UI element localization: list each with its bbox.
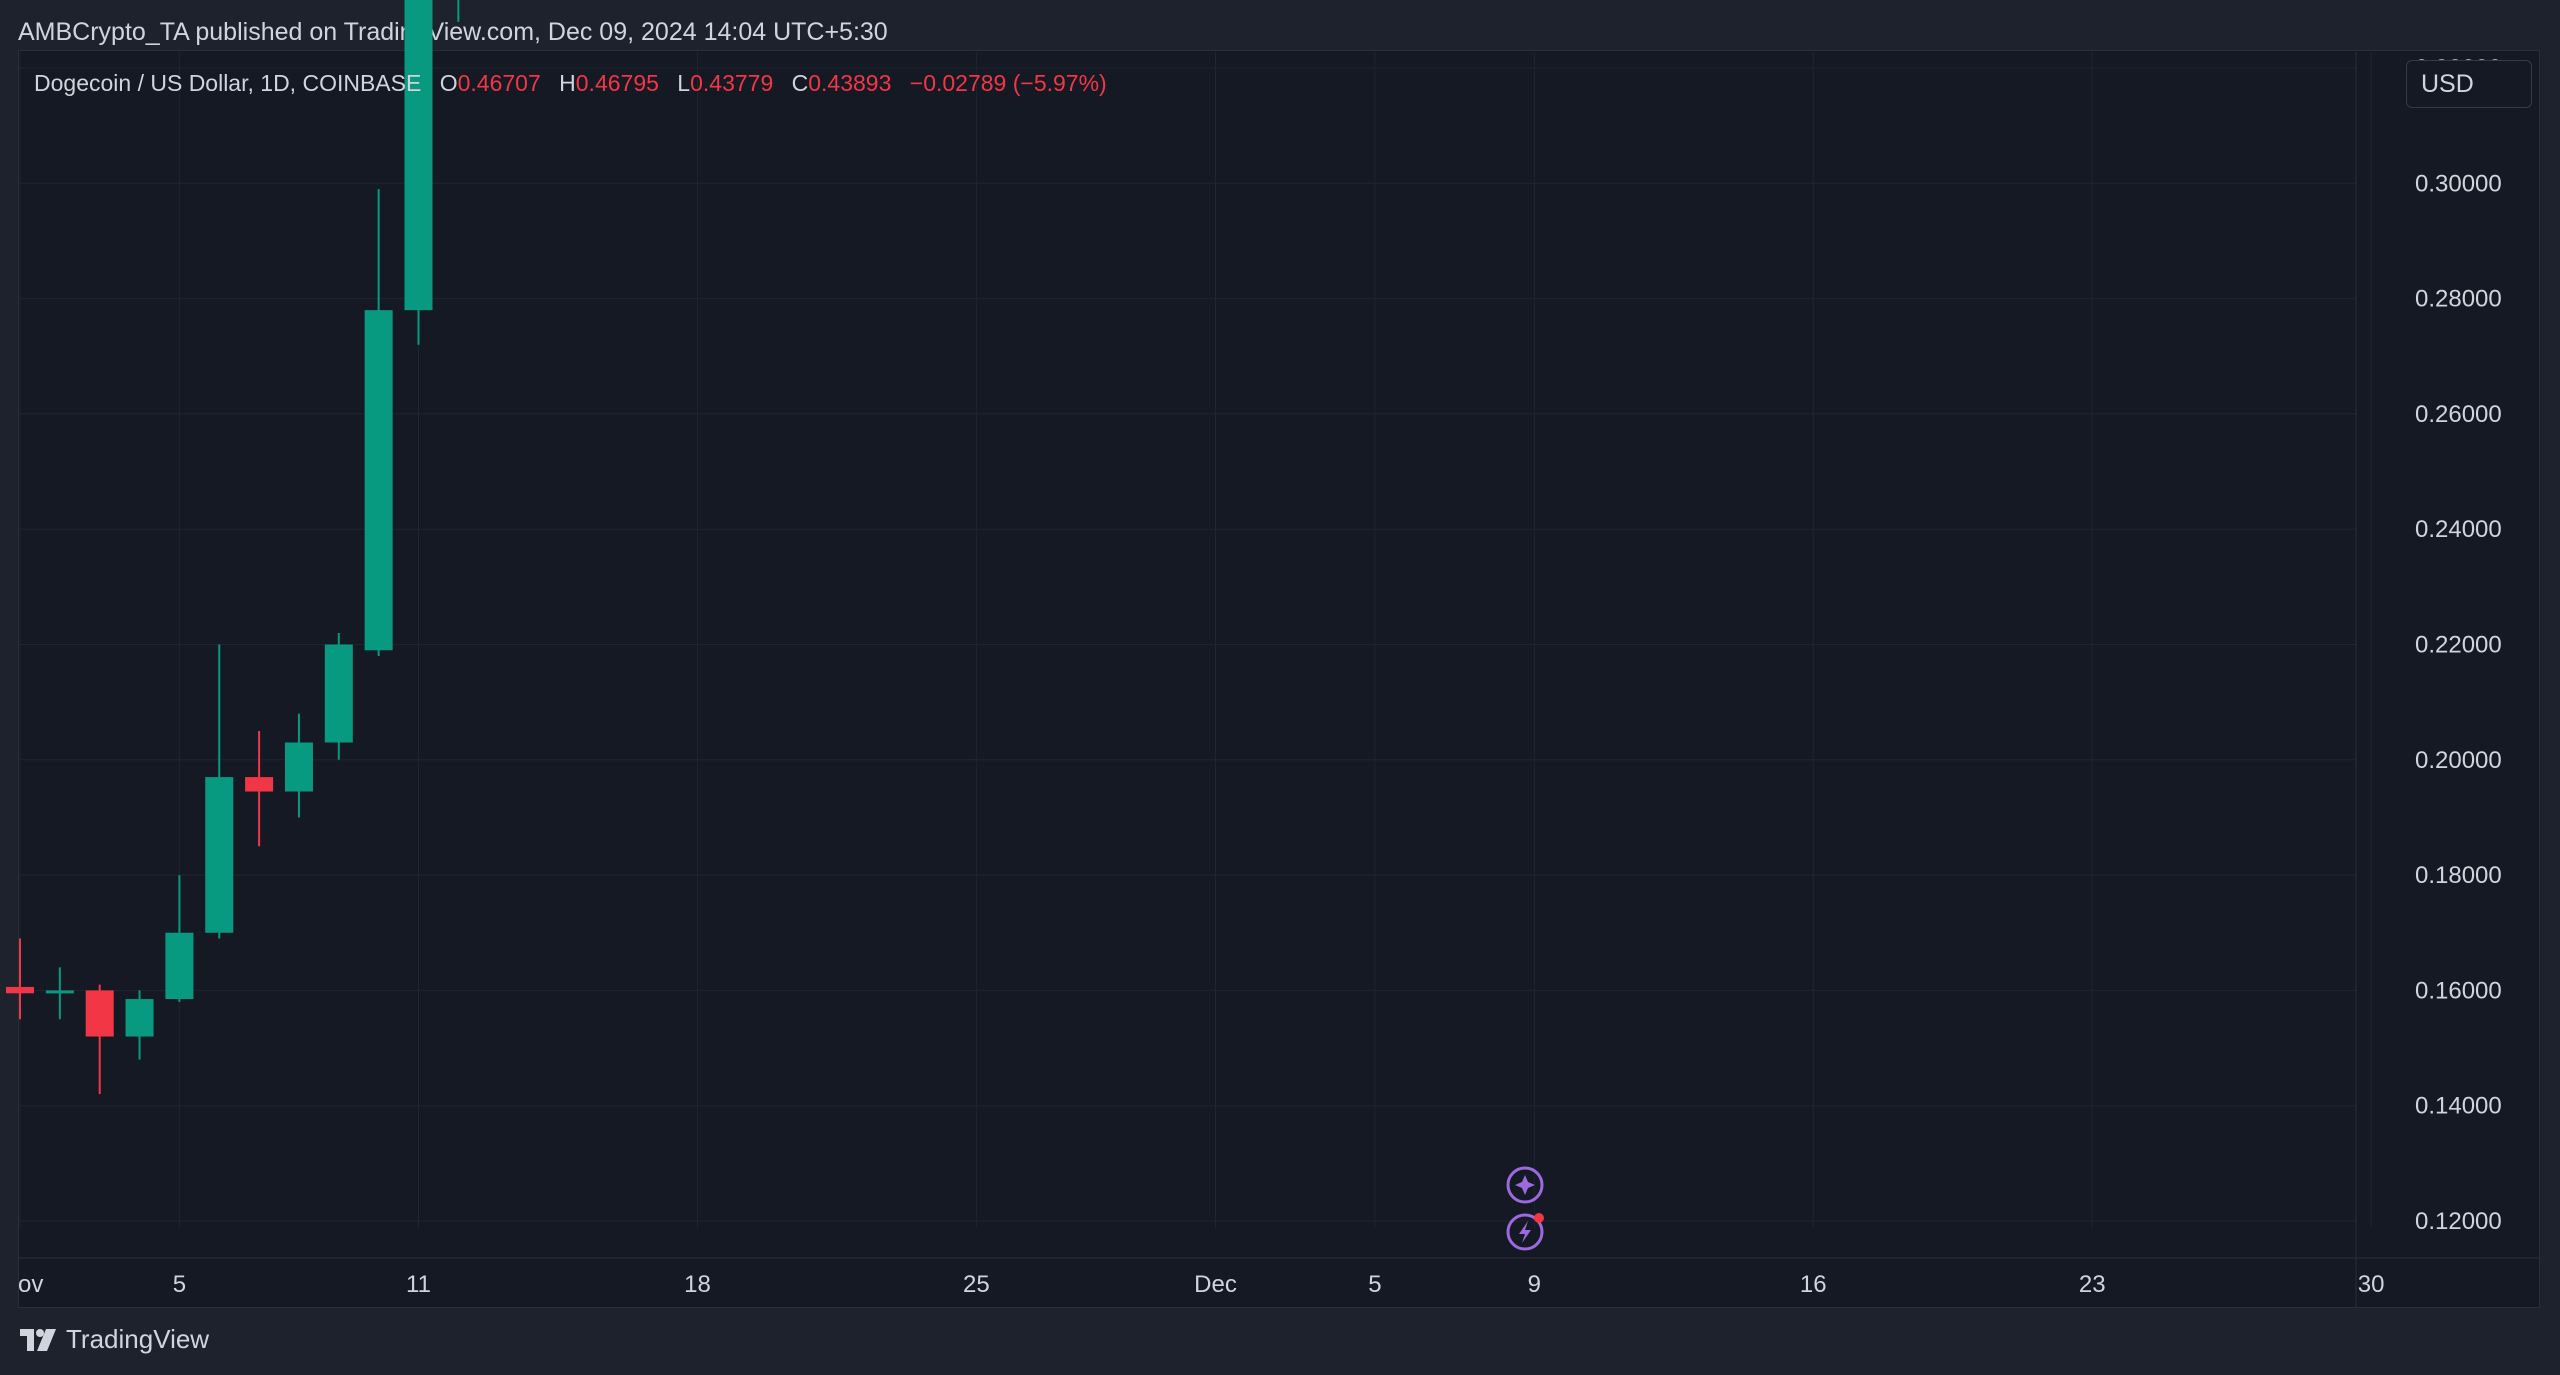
time-tick-label: 9	[1528, 1271, 1541, 1298]
candle-body	[404, 0, 433, 311]
price-tick-label: 0.20000	[2415, 747, 2502, 774]
grid-lines	[18, 52, 2540, 1308]
time-tick-label: 30	[2358, 1271, 2385, 1298]
tradingview-logo-icon	[20, 1328, 56, 1351]
candle-body	[205, 777, 234, 933]
time-tick-label: 11	[406, 1271, 431, 1298]
tradingview-brand[interactable]: TradingView	[20, 1324, 209, 1355]
time-tick-label: 16	[1800, 1271, 1827, 1298]
price-tick-label: 0.24000	[2415, 516, 2502, 543]
high-value: 0.46795	[575, 70, 659, 96]
symbol-name[interactable]: Dogecoin / US Dollar, 1D, COINBASE	[34, 70, 422, 96]
candle-body	[364, 310, 393, 651]
lightning-icon[interactable]	[1506, 1213, 1544, 1251]
low-value: 0.43779	[690, 70, 774, 96]
candle-body	[165, 932, 194, 1000]
price-tick-label: 0.26000	[2415, 401, 2502, 428]
candle-body	[324, 644, 353, 743]
ohlc-legend: Dogecoin / US Dollar, 1D, COINBASE O0.46…	[34, 70, 1107, 97]
chart-frame	[18, 50, 2540, 1308]
candle-body	[245, 777, 274, 792]
time-tick-label: 23	[2079, 1271, 2106, 1298]
time-tick-label: ov	[18, 1271, 43, 1298]
sparkle-icon[interactable]	[1506, 1166, 1544, 1204]
candle-body	[45, 990, 74, 994]
time-tick-label: Dec	[1194, 1271, 1237, 1298]
open-value: 0.46707	[457, 70, 541, 96]
tradingview-label: TradingView	[66, 1324, 210, 1354]
price-tick-label: 0.18000	[2415, 862, 2502, 889]
close-value: 0.43893	[808, 70, 892, 96]
change-value: −0.02789 (−5.97%)	[909, 70, 1107, 96]
price-tick-label: 0.30000	[2415, 170, 2502, 197]
candle-body	[125, 999, 154, 1037]
chart-icons	[1506, 1166, 1544, 1251]
time-tick-label: 25	[963, 1271, 990, 1298]
high-label: H	[559, 70, 576, 96]
price-tick-label: 0.12000	[2415, 1208, 2502, 1235]
candle-body	[6, 986, 34, 994]
time-tick-label: 5	[1368, 1271, 1381, 1298]
currency-button[interactable]: USD	[2406, 60, 2532, 108]
time-tick-label: 18	[684, 1271, 711, 1298]
low-label: L	[677, 70, 691, 96]
price-tick-label: 0.16000	[2415, 977, 2502, 1004]
time-tick-label: 5	[173, 1271, 186, 1298]
publisher-line: AMBCrypto_TA published on TradingView.co…	[18, 18, 888, 46]
candles	[6, 0, 460, 1095]
close-label: C	[791, 70, 809, 96]
price-tick-label: 0.28000	[2415, 286, 2502, 313]
candle-body	[85, 990, 114, 1037]
candle-body	[284, 742, 313, 792]
price-tick-label: 0.22000	[2415, 632, 2502, 659]
time-axis[interactable]: ov 5 11 18 25 Dec 5 9 16 23 30	[18, 1271, 2385, 1298]
price-axis[interactable]: 0.500000.480000.460000.440000.420000.400…	[2415, 0, 2502, 1235]
price-tick-label: 0.14000	[2415, 1093, 2502, 1120]
open-label: O	[439, 70, 458, 96]
